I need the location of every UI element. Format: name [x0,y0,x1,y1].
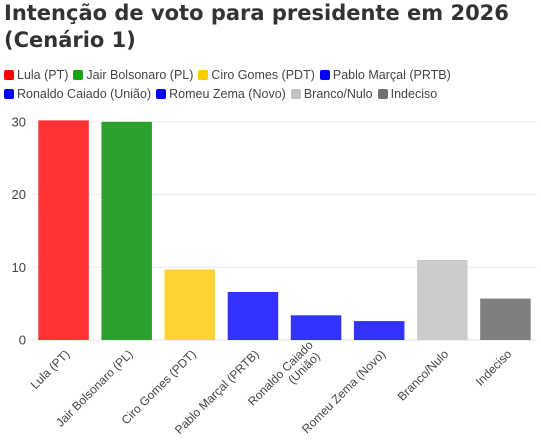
legend-swatch [156,88,167,99]
legend-item[interactable]: Ronaldo Caiado (União) [4,87,151,101]
legend-item[interactable]: Indeciso [377,86,438,101]
legend-item[interactable]: Pablo Marçal (PRTB) [319,67,451,82]
bar[interactable] [101,121,152,341]
x-tick-label-line: Branco/Nulo [395,347,452,404]
chart-title-line-1: Intenção de voto para presidente em 2026 [4,1,509,25]
chart-legend: Lula (PT) Jair Bolsonaro (PL) Ciro Gomes (… [4,66,539,104]
legend-item[interactable]: Branco/Nulo [290,86,373,101]
legend-label: Ronaldo Caiado (União) [17,86,152,101]
x-tick-label: Lula (PT) [28,347,73,392]
legend-label: Lula (PT) [17,67,69,82]
chart-title-line-2: (Cenário 1) [4,28,136,52]
bar[interactable] [417,260,468,340]
legend-label: Indeciso [390,86,438,101]
bar[interactable] [480,298,531,340]
legend-swatch [319,69,330,80]
legend-swatch [290,88,301,99]
legend-row: Lula (PT) Jair Bolsonaro (PL) Ciro Gomes (… [4,66,539,83]
bar[interactable] [227,292,279,340]
bar[interactable] [353,321,405,340]
legend-swatch [198,69,209,80]
x-tick-label: Ronaldo Caiado(União) [245,338,325,418]
x-tick-label: Branco/Nulo [395,347,452,404]
y-tick-label: 20 [12,187,26,202]
legend-item[interactable]: Lula (PT) [4,68,68,82]
legend-swatch [4,69,14,80]
chart-title: Intenção de voto para presidente em 2026… [4,0,539,54]
bar[interactable] [38,120,89,340]
bar[interactable] [290,315,342,340]
legend-label: Pablo Marçal (PRTB) [332,67,451,82]
y-tick-label: 0 [19,333,26,348]
y-tick-label: 10 [12,260,26,275]
legend-item[interactable]: Romeu Zema (Novo) [156,87,286,101]
legend-label: Ciro Gomes (PDT) [211,67,315,82]
legend-row: Ronaldo Caiado (União) Romeu Zema (Novo) B… [4,85,539,102]
legend-label: Jair Bolsonaro (PL) [86,67,194,82]
legend-item[interactable]: Jair Bolsonaro (PL) [73,68,193,82]
x-tick-label-line: Indeciso [473,347,515,389]
legend-label: Branco/Nulo [303,86,373,101]
legend-swatch [377,88,388,99]
y-tick-label: 30 [12,114,26,129]
bar[interactable] [164,269,216,340]
legend-label: Romeu Zema (Novo) [169,86,286,101]
x-tick-label-line: Lula (PT) [28,347,73,392]
legend-swatch [73,69,84,80]
legend-swatch [4,88,14,99]
x-tick-label: Indeciso [473,347,515,389]
legend-item[interactable]: Ciro Gomes (PDT) [198,67,315,82]
